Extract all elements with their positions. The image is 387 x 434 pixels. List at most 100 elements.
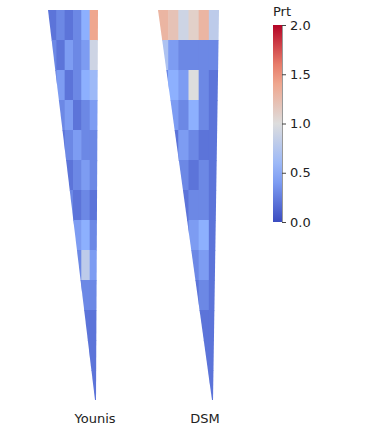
field-cell: [209, 220, 220, 251]
field-cell: [65, 160, 74, 191]
tick-mark: [282, 173, 286, 174]
field-cell: [189, 250, 200, 281]
field-cell: [56, 280, 65, 311]
field-cell: [189, 190, 200, 221]
field-cell: [90, 10, 99, 41]
field-cell: [199, 250, 210, 281]
field-cell: [158, 190, 169, 221]
field-cell: [65, 130, 74, 161]
field-cell: [81, 100, 90, 131]
field-cell: [90, 310, 99, 341]
field-cell: [189, 130, 200, 161]
field-cell: [168, 130, 179, 161]
field-cell: [189, 160, 200, 191]
colorbar-axis: 0.00.51.01.52.0: [282, 18, 311, 230]
field-cell: [189, 220, 200, 251]
field-cell: [90, 250, 99, 281]
field-cell: [90, 370, 99, 401]
field-cell: [73, 280, 82, 311]
field-cell: [158, 280, 169, 311]
field-cell: [209, 310, 220, 341]
field-cell: [48, 10, 57, 41]
field-cell: [48, 310, 57, 341]
field-cell: [209, 370, 220, 401]
field-cell: [73, 370, 82, 401]
field-cell: [209, 250, 220, 281]
colorbar: [273, 25, 282, 222]
field-cell: [158, 340, 169, 371]
colorbar-title: Prt: [273, 4, 291, 19]
tick: 1.0: [282, 116, 311, 131]
field-cell: [158, 10, 169, 41]
field-cell: [73, 340, 82, 371]
field-cell: [81, 370, 90, 401]
field-cell: [56, 70, 65, 101]
field-cell: [81, 160, 90, 191]
tick: 2.0: [282, 18, 311, 33]
field-cell: [199, 40, 210, 71]
field-cell: [90, 160, 99, 191]
field-cell: [73, 220, 82, 251]
field-cell: [73, 10, 82, 41]
field-cell: [209, 280, 220, 311]
field-cell: [199, 340, 210, 371]
field-cell: [48, 220, 57, 251]
field-cell: [56, 340, 65, 371]
field-cell: [178, 70, 189, 101]
field-cell: [81, 340, 90, 371]
field-cell: [199, 370, 210, 401]
field-cell: [168, 190, 179, 221]
tick-mark: [282, 222, 286, 223]
field-cell: [73, 310, 82, 341]
field-cell: [178, 130, 189, 161]
field-cell: [48, 190, 57, 221]
field-cell: [168, 10, 179, 41]
field-cell: [199, 310, 210, 341]
field-cell: [90, 100, 99, 131]
field-cell: [199, 220, 210, 251]
field-cell: [73, 70, 82, 101]
chart: YounisDSMPrt0.00.51.01.52.0: [0, 0, 387, 434]
field-cell: [65, 280, 74, 311]
field-cell: [168, 70, 179, 101]
field-cell: [48, 100, 57, 131]
field-cell: [65, 310, 74, 341]
field-cell: [90, 130, 99, 161]
field-cell: [73, 160, 82, 191]
field-cell: [81, 10, 90, 41]
field-cell: [81, 130, 90, 161]
field-cell: [81, 40, 90, 71]
field-cell: [168, 310, 179, 341]
field-cell: [90, 340, 99, 371]
field-cell: [73, 40, 82, 71]
field-cell: [90, 190, 99, 221]
field-cell: [81, 280, 90, 311]
field-cell: [158, 310, 169, 341]
field-cell: [178, 250, 189, 281]
field-cell: [168, 160, 179, 191]
field-cell: [178, 160, 189, 191]
field-cell: [178, 40, 189, 71]
field-cell: [65, 340, 74, 371]
field-cell: [56, 130, 65, 161]
field-cell: [56, 250, 65, 281]
field-cell: [209, 10, 220, 41]
field-cell: [73, 130, 82, 161]
field-cell: [90, 280, 99, 311]
field-cell: [81, 310, 90, 341]
field-cell: [56, 160, 65, 191]
field-cell: [48, 70, 57, 101]
field-cell: [189, 370, 200, 401]
field-cell: [158, 220, 169, 251]
tick-label: 0.5: [290, 165, 311, 180]
field-cell: [178, 220, 189, 251]
field-cell: [189, 40, 200, 71]
field-cell: [158, 40, 169, 71]
field-cell: [168, 370, 179, 401]
field-cell: [48, 130, 57, 161]
field-cell: [65, 250, 74, 281]
field-cell: [56, 220, 65, 251]
field-panel: [48, 10, 99, 401]
field-cell: [65, 220, 74, 251]
panel-label: DSM: [190, 411, 219, 426]
